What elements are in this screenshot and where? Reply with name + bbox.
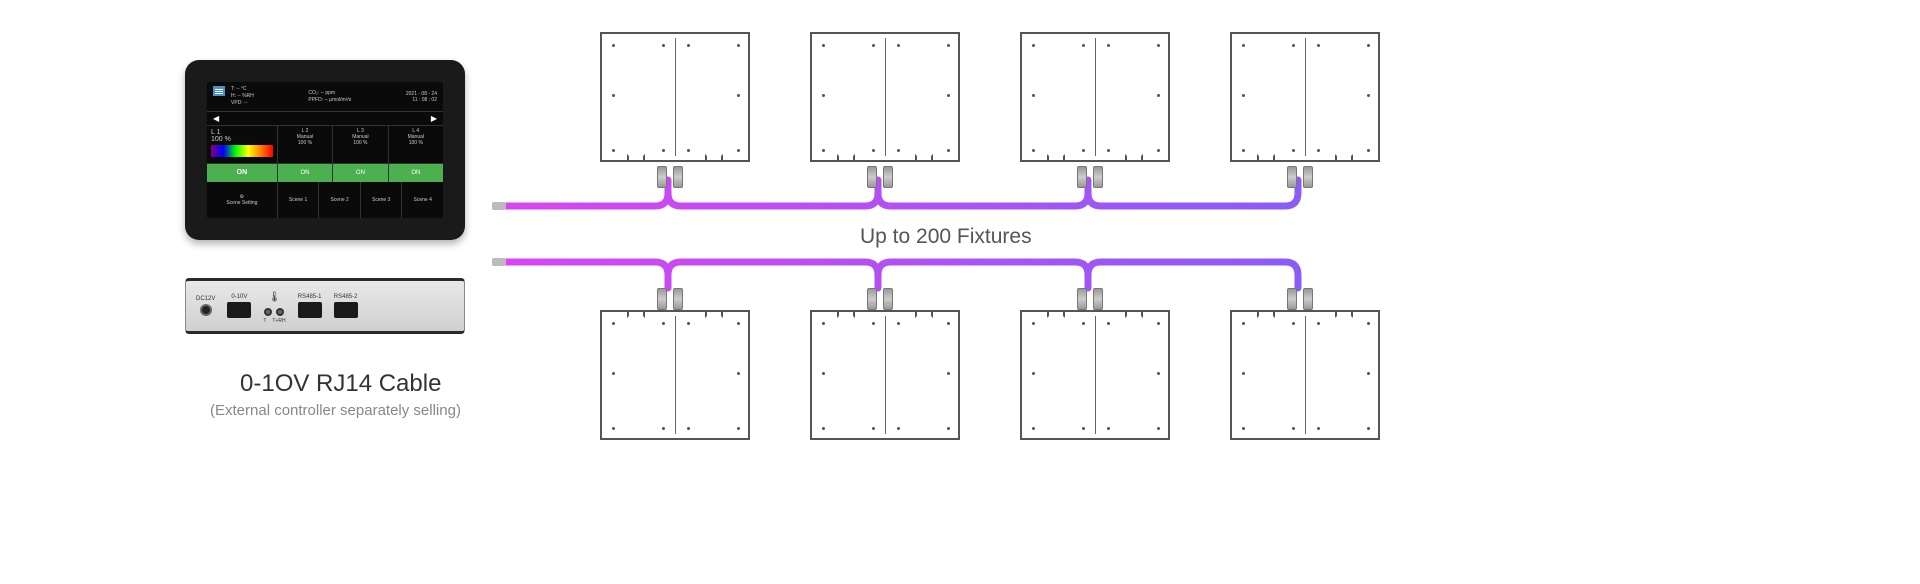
arrow-right-icon[interactable]: ▶: [431, 114, 437, 123]
rj-port-icon: [227, 302, 251, 318]
rj-port-icon: [298, 302, 322, 318]
cable-connector-icon: [655, 288, 685, 312]
spectrum-icon: [211, 145, 273, 157]
rs485-1-label: RS485-1: [298, 294, 322, 300]
sensor-jack-trh-icon: [276, 308, 284, 316]
cable-connector-icon: [655, 166, 685, 190]
light-fixture: [600, 32, 750, 162]
t-value: -- °C: [236, 86, 246, 92]
on-state-row: ON ON ON ON: [207, 164, 443, 182]
scene-setting-button[interactable]: ⚙ Scene Setting: [207, 182, 278, 219]
channel-l2[interactable]: L 2 Manual 100 %: [278, 126, 333, 163]
l4-state[interactable]: ON: [389, 164, 443, 182]
vpd-label: VPD:: [231, 100, 243, 106]
sensor-trh-label: T+RH: [272, 318, 285, 324]
ppfd-value: -- μmol/m²/s: [325, 97, 352, 103]
thermometer-icon: 🌡: [267, 288, 281, 306]
l2-pct: 100 %: [281, 140, 329, 146]
scene-row: ⚙ Scene Setting Scene 1 Scene 2 Scene 3 …: [207, 182, 443, 219]
light-fixture: [1020, 310, 1170, 440]
cable-connector-icon: [1075, 166, 1105, 190]
scene-1-button[interactable]: Scene 1: [278, 182, 320, 219]
channel-l3[interactable]: L 3 Manual 100 %: [333, 126, 388, 163]
caption-title: 0-1OV RJ14 Cable: [240, 370, 441, 398]
ppfd-label: PPFD:: [308, 97, 323, 103]
controller-front-panel: T: -- °C H: -- %RH VPD: -- CO₂: -- ppm P…: [185, 60, 465, 240]
light-fixture: [810, 32, 960, 162]
rs485-2-label: RS485-2: [334, 294, 358, 300]
channel-l1[interactable]: L 1 100 %: [207, 126, 278, 163]
vpd-value: --: [244, 100, 247, 106]
h-value: -- %RH: [237, 93, 253, 99]
light-fixture: [600, 310, 750, 440]
h-label: H:: [231, 93, 236, 99]
dc-port-group: DC12V: [196, 296, 215, 316]
controller-rear-panel: DC12V 0-10V 🌡 T T+RH RS485-1 RS485-2: [185, 278, 465, 334]
fixture-count-label: Up to 200 Fixtures: [860, 225, 1032, 249]
sensor-port-group: 🌡 T T+RH: [263, 288, 285, 324]
l1-state[interactable]: ON: [207, 164, 278, 182]
scene-setting-label: Scene Setting: [226, 200, 257, 206]
l3-pct: 100 %: [336, 140, 384, 146]
rj-port-icon: [334, 302, 358, 318]
sensor-t-label: T: [263, 318, 266, 324]
l2-state[interactable]: ON: [278, 164, 333, 182]
010v-label: 0-10V: [231, 294, 247, 300]
l3-state[interactable]: ON: [333, 164, 388, 182]
dc-label: DC12V: [196, 296, 215, 302]
l1-name: L 1: [211, 129, 220, 136]
menu-icon[interactable]: [213, 86, 225, 96]
light-fixture: [1230, 32, 1380, 162]
controller-touchscreen[interactable]: T: -- °C H: -- %RH VPD: -- CO₂: -- ppm P…: [207, 82, 443, 218]
channel-row: L 1 100 % L 2 Manual 100 % L 3 Manual 10…: [207, 125, 443, 164]
caption-subtitle: (External controller separately selling): [210, 402, 461, 419]
light-fixture: [1020, 32, 1170, 162]
l1-pct: 100 %: [211, 136, 273, 143]
co2-label: CO₂:: [308, 90, 319, 96]
rs485-1-group: RS485-1: [298, 294, 322, 318]
time-display: 11 : 08 : 02: [406, 97, 437, 103]
sensor-readings: T: -- °C H: -- %RH VPD: -- CO₂: -- ppm P…: [231, 86, 437, 107]
dc-jack-icon: [200, 304, 212, 316]
scene-4-button[interactable]: Scene 4: [402, 182, 443, 219]
010v-port-group: 0-10V: [227, 294, 251, 318]
t-label: T:: [231, 86, 235, 92]
scene-2-button[interactable]: Scene 2: [319, 182, 361, 219]
light-fixture: [810, 310, 960, 440]
arrow-left-icon[interactable]: ◀: [213, 114, 219, 123]
cable-connector-icon: [1075, 288, 1105, 312]
date-display: 2021 - 08 - 24: [406, 91, 437, 97]
cable-connector-icon: [1285, 288, 1315, 312]
screen-header: T: -- °C H: -- %RH VPD: -- CO₂: -- ppm P…: [207, 82, 443, 112]
scene-3-button[interactable]: Scene 3: [361, 182, 403, 219]
cable-connector-icon: [865, 166, 895, 190]
wiring-diagram: Up to 200 Fixtures: [490, 0, 1920, 584]
cable-connector-icon: [865, 288, 895, 312]
sensor-jack-t-icon: [264, 308, 272, 316]
co2-value: -- ppm: [321, 90, 335, 96]
light-fixture: [1230, 310, 1380, 440]
nav-arrows: ◀ ▶: [207, 112, 443, 125]
rs485-2-group: RS485-2: [334, 294, 358, 318]
cable-connector-icon: [1285, 166, 1315, 190]
channel-l4[interactable]: L 4 Manual 100 %: [389, 126, 443, 163]
l4-pct: 100 %: [392, 140, 440, 146]
